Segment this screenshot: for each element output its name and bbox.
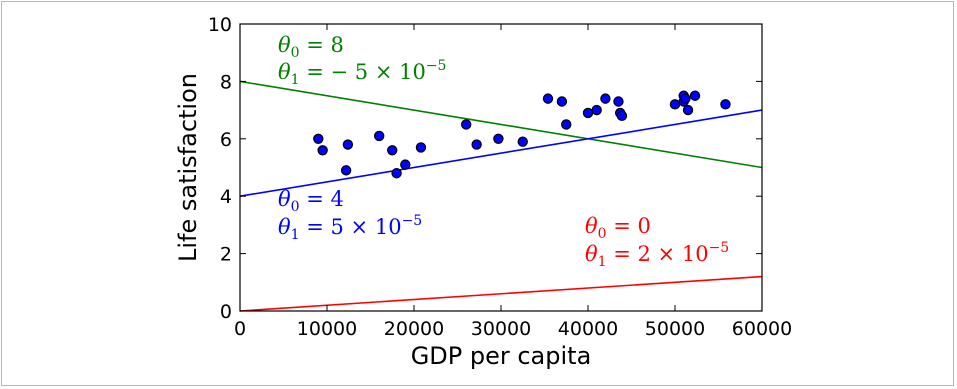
data-point [493,133,504,144]
model-line-1 [239,109,763,197]
data-point [591,104,602,116]
theta0-annotation-2: θ0 = 0 [585,214,651,242]
data-point [600,93,611,104]
data-points [313,90,731,179]
x-tick-label: 30000 [471,318,531,340]
y-tick-label: 0 [220,301,232,323]
data-point [561,119,572,130]
y-tick-label: 6 [220,129,232,151]
theta0-annotation-0: θ0 = 8 [278,33,344,61]
y-axis-label: Life satisfaction [174,73,202,262]
data-point [682,104,694,116]
model-line-0 [239,80,763,169]
data-point [616,110,628,122]
data-point [342,139,354,150]
data-point [689,90,701,101]
data-point [471,139,482,150]
data-point [415,142,427,153]
data-point [582,107,594,119]
data-point [613,96,624,107]
y-tick-label: 8 [220,71,232,93]
x-tick-label: 20000 [384,318,444,340]
line-annotations: θ0 = 8θ1 = − 5 × 10−5 θ0 = 4θ1 = 5 × 10−5… [278,33,729,270]
data-point [461,119,472,130]
data-point [680,93,691,104]
data-point [542,93,554,104]
theta0-annotation-1: θ0 = 4 [278,187,344,215]
data-point [340,165,352,176]
data-point [313,133,324,144]
theta1-annotation-1: θ1 = 5 × 10−5 [278,213,422,243]
data-point [374,130,385,142]
x-tick-label: 0 [234,318,246,340]
data-point [391,168,402,179]
x-tick-label: 50000 [645,318,705,340]
data-point [669,99,681,110]
data-point [517,136,528,147]
y-tick-label: 10 [208,14,232,36]
axis-ticks: 0 10000 20000 30000 40000 50000 60000 0 2 4 6 8 10 [208,14,792,340]
data-point [720,99,731,110]
theta1-annotation-0: θ1 = − 5 × 10−5 [278,58,446,88]
data-point [317,145,328,156]
y-tick-label: 4 [220,186,232,208]
x-tick-label: 60000 [732,318,792,340]
y-tick-label: 2 [220,244,232,266]
x-tick-label: 10000 [297,318,357,340]
data-point [387,145,398,156]
data-point [556,96,568,107]
theta1-annotation-2: θ1 = 2 × 10−5 [585,240,729,270]
x-axis-label: GDP per capita [411,342,592,370]
data-point [400,159,411,170]
x-tick-label: 40000 [558,318,618,340]
